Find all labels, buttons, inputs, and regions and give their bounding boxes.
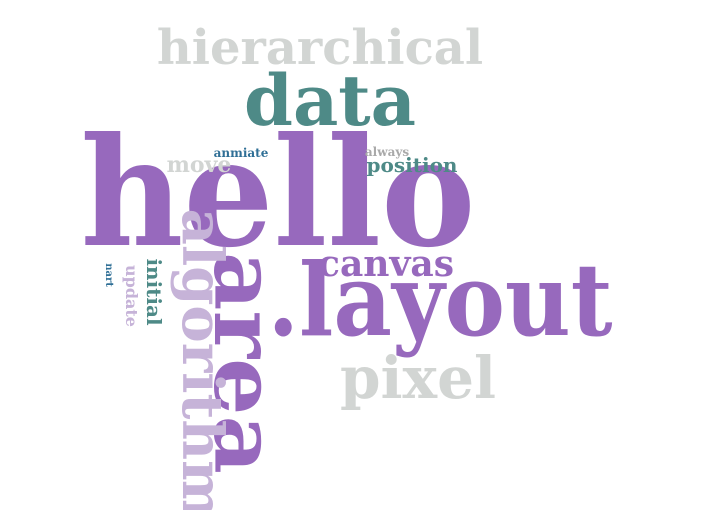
word-position: position — [367, 153, 458, 177]
word-area: algorithm — [169, 209, 235, 510]
word-nart: nart — [103, 263, 114, 287]
word-move: move — [167, 152, 232, 178]
word-layout: .layout — [268, 241, 613, 359]
word-hierarchical: hierarchical — [157, 20, 483, 76]
word-canvas: canvas — [318, 243, 454, 285]
word-update: update — [122, 265, 141, 327]
word-algorithm: pixel — [340, 344, 496, 412]
word-hello: hello — [81, 105, 476, 281]
word-always: always — [365, 145, 409, 159]
word-initial: initial — [142, 258, 166, 326]
word-anmiate: anmiate — [214, 146, 269, 160]
word-pixel: area — [194, 252, 295, 474]
word-data: data — [244, 59, 416, 142]
